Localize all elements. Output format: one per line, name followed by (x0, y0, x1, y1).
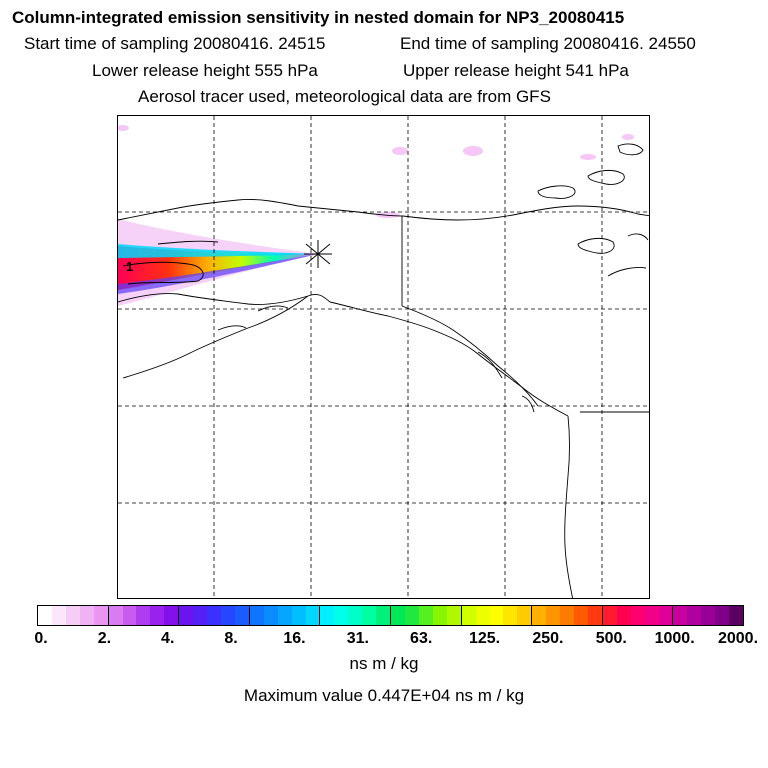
plume-band-blue (118, 254, 318, 294)
plume-band-cyan (118, 244, 318, 258)
colorbar-tick-label: 2000. (717, 630, 759, 647)
colorbar-segment (574, 606, 588, 625)
colorbar-tick-label: 63. (410, 630, 433, 647)
colorbar-segment (79, 606, 94, 625)
colorbar-segment (193, 606, 208, 625)
colorbar-segment (136, 606, 151, 625)
colorbar-segment (51, 606, 66, 625)
colorbar-segment (587, 606, 603, 625)
colorbar-segment (179, 606, 194, 625)
graticule (118, 116, 649, 598)
colorbar-tick-label: 125. (468, 630, 501, 647)
maximum-value-label: Maximum value 0.447E+04 ns m / kg (243, 686, 525, 705)
colorbar-segment (391, 606, 405, 625)
colorbar-segment (517, 606, 533, 625)
colorbar-tick-label: 250. (532, 630, 564, 647)
colorbar-segment (729, 606, 744, 625)
colorbar-segment (532, 606, 547, 625)
colorbar-segment (616, 606, 631, 625)
colorbar-segment (404, 606, 419, 625)
borders (401, 216, 649, 413)
colorbar-segment (489, 606, 504, 625)
colorbar-segment (348, 606, 363, 625)
colorbar-segment (150, 606, 165, 625)
colorbar-segment (446, 606, 462, 625)
start-time-label: Start time of sampling 20080416. 24515 (24, 34, 326, 53)
colorbar-segment (658, 606, 674, 625)
tracer-label: Aerosol tracer used, meteorological data… (138, 87, 551, 106)
colorbar-segment (164, 606, 180, 625)
plot-title: Column-integrated emission sensitivity i… (12, 8, 625, 27)
colorbar-segment (560, 606, 575, 625)
colorbar-segment (320, 606, 335, 625)
colorbar-segment (630, 606, 645, 625)
colorbar-segment (644, 606, 659, 625)
colorbar-segment (207, 606, 221, 625)
colorbar-segment (546, 606, 561, 625)
colorbar-tick-label: 8. (224, 630, 238, 647)
colorbar-tick-label: 2. (97, 630, 112, 647)
colorbar-tick-label: 500. (595, 630, 627, 647)
colorbar-segment (602, 606, 617, 625)
colorbar-segment (220, 606, 235, 625)
colorbar-tick-label: 4. (161, 630, 175, 647)
colorbar-segment (673, 606, 688, 625)
colorbar-segment (461, 606, 476, 625)
colorbar-segment (715, 606, 730, 625)
colorbar-tick-label: 0. (34, 630, 48, 647)
plume-label: 1 (126, 259, 133, 274)
colorbar-segment (687, 606, 702, 625)
colorbar-segment (249, 606, 264, 625)
colorbar-tick-label: 1000. (654, 630, 695, 647)
colorbar-segment (38, 606, 52, 625)
colorbar-segment (234, 606, 250, 625)
colorbar-segment (291, 606, 306, 625)
colorbar-segment (263, 606, 278, 625)
colorbar-segment (475, 606, 490, 625)
lower-release-label: Lower release height 555 hPa (92, 61, 318, 80)
colorbar-units: ns m / kg (349, 654, 419, 673)
colorbar-segment (305, 606, 321, 625)
colorbar-segment (334, 606, 349, 625)
release-location-marker (304, 240, 332, 268)
colorbar-segment (362, 606, 377, 625)
colorbar-segment (503, 606, 518, 625)
colorbar-segment (65, 606, 80, 625)
colorbar (37, 605, 744, 626)
end-time-label: End time of sampling 20080416. 24550 (400, 34, 696, 53)
colorbar-segment (122, 606, 137, 625)
coastlines (118, 143, 649, 598)
colorbar-segment (93, 606, 109, 625)
colorbar-segment (277, 606, 292, 625)
colorbar-segment (418, 606, 433, 625)
colorbar-segment (701, 606, 716, 625)
colorbar-segment (432, 606, 447, 625)
colorbar-tick-label: 16. (283, 630, 306, 647)
map-panel: 1 (117, 115, 650, 599)
map-canvas: 1 (118, 116, 649, 598)
upper-release-label: Upper release height 541 hPa (403, 61, 629, 80)
colorbar-segment (108, 606, 123, 625)
colorbar-tick-label: 31. (346, 630, 369, 647)
colorbar-segment (376, 606, 392, 625)
faint-sensitivity-patches (118, 125, 634, 218)
